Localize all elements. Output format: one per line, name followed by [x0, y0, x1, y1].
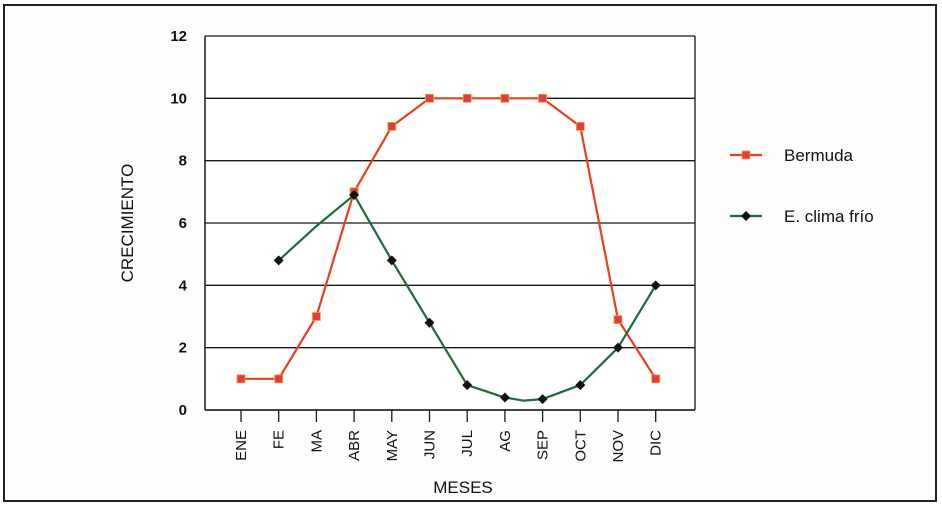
x-tick-label: ENE [233, 430, 250, 461]
data-point [349, 189, 360, 200]
y-axis-title: CRECIMIENTO [118, 164, 137, 283]
y-tick-label: 8 [179, 153, 187, 170]
x-tick-label: MAY [384, 430, 401, 461]
data-point [537, 394, 548, 405]
data-point [650, 280, 661, 291]
data-point [651, 374, 661, 384]
x-axis-title: MESES [433, 478, 493, 497]
y-axis-ticks: 0 2 4 6 8 10 12 [170, 28, 187, 419]
x-tick-label: AG [497, 430, 514, 452]
series-line [241, 97, 657, 380]
data-point [462, 380, 473, 391]
data-point [236, 374, 246, 384]
data-point [613, 342, 623, 353]
data-point [499, 392, 510, 403]
data-point [273, 255, 284, 266]
x-tick-label: SEP [535, 430, 552, 460]
data-point [387, 121, 397, 131]
x-tick-label: JUN [422, 430, 439, 459]
legend-label: Bermuda [784, 146, 854, 165]
y-tick-label: 10 [170, 90, 187, 107]
data-point [424, 317, 435, 328]
x-tick-label: MA [308, 430, 325, 453]
legend-item: E. clima frío [730, 207, 874, 226]
y-tick-label: 2 [179, 340, 187, 357]
y-tick-label: 4 [179, 277, 188, 294]
series-line [277, 193, 657, 402]
data-point [462, 93, 472, 103]
chart-frame: 0 2 4 6 8 10 12 ENE FE MA ABR MAY JUN JUL AG SEP OCT NOV… [3, 4, 937, 502]
series-clima-frio [273, 189, 661, 405]
data-point [274, 374, 284, 384]
data-point [575, 380, 586, 391]
x-tick-label: NOV [610, 430, 627, 463]
x-tick-label: ABR [346, 430, 363, 461]
y-tick-label: 0 [179, 402, 187, 419]
data-point [311, 312, 321, 321]
legend-marker [741, 211, 751, 221]
x-tick-label: FE [271, 430, 288, 449]
legend-marker [741, 150, 751, 160]
y-tick-label: 6 [179, 215, 187, 232]
data-point [613, 315, 623, 325]
data-point [386, 255, 397, 266]
legend: Bermuda E. clima frío [730, 146, 874, 226]
x-axis-ticks: ENE FE MA ABR MAY JUN JUL AG SEP OCT NOV DIC [233, 410, 665, 463]
data-point [538, 93, 547, 103]
y-tick-label: 12 [170, 28, 187, 45]
x-tick-label: OCT [572, 430, 589, 462]
x-tick-label: DIC [648, 430, 665, 456]
series-layer [236, 93, 661, 405]
data-point [500, 93, 510, 103]
legend-label: E. clima frío [784, 207, 874, 226]
legend-item: Bermuda [730, 146, 854, 165]
series-bermuda [236, 93, 661, 384]
data-point [575, 121, 585, 131]
line-chart: 0 2 4 6 8 10 12 ENE FE MA ABR MAY JUN JUL AG SEP OCT NOV… [118, 28, 874, 497]
data-point [425, 93, 434, 103]
x-tick-label: JUL [459, 430, 476, 457]
